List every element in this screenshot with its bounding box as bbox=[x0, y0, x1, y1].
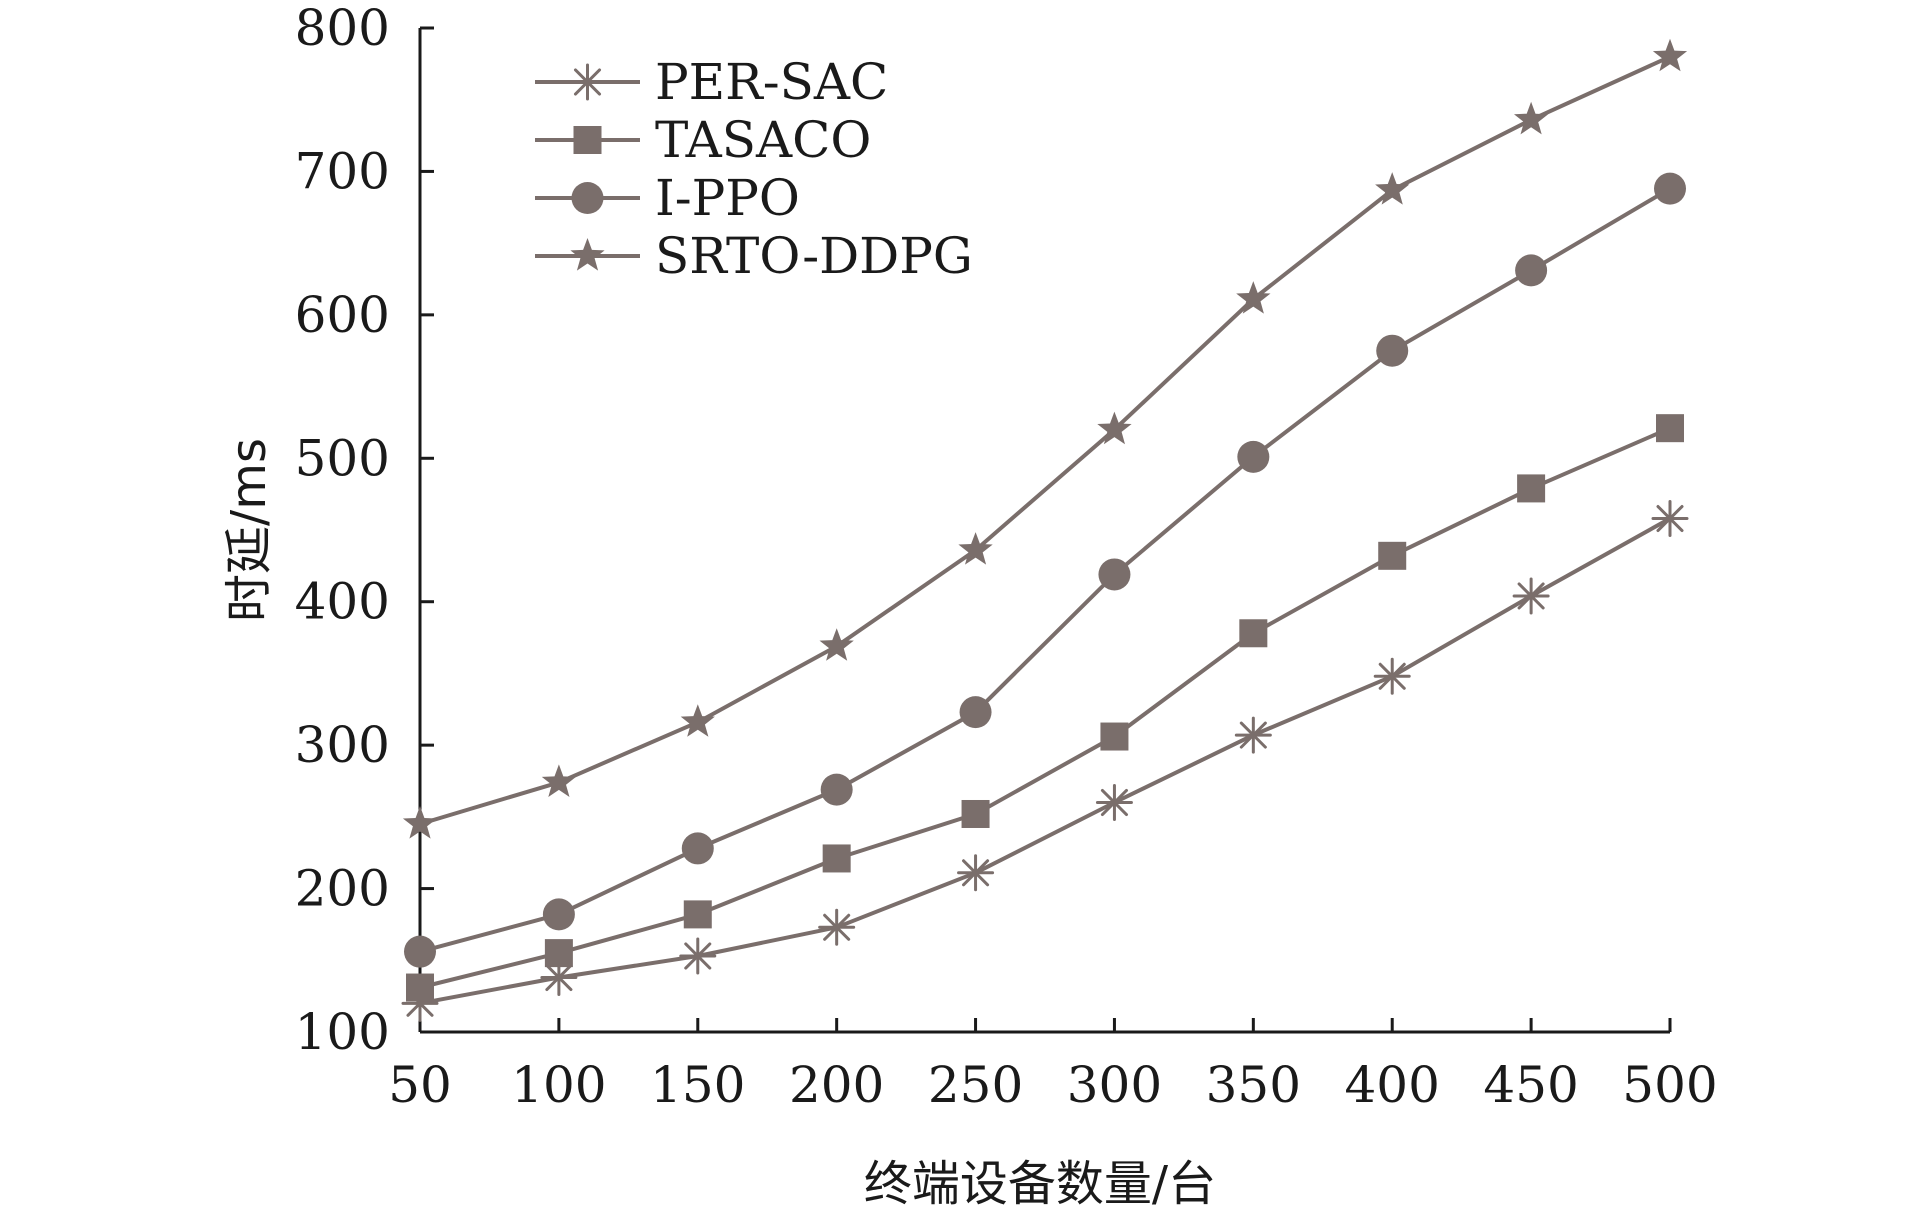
plot-area bbox=[401, 38, 1689, 1022]
x-tick-label: 400 bbox=[1345, 1056, 1440, 1114]
data-point bbox=[819, 628, 854, 661]
data-point bbox=[820, 773, 853, 806]
data-point bbox=[681, 832, 714, 865]
data-point bbox=[1378, 541, 1407, 570]
data-point bbox=[1656, 414, 1684, 443]
data-point bbox=[1654, 172, 1686, 205]
y-tick-label: 200 bbox=[295, 860, 390, 918]
data-point bbox=[961, 799, 990, 828]
series-line bbox=[419, 516, 1671, 1006]
legend-label: PER-SAC bbox=[655, 53, 888, 111]
series-circle bbox=[404, 172, 1686, 968]
data-point bbox=[406, 973, 434, 1002]
legend-entry: I-PPO bbox=[535, 169, 800, 227]
data-point bbox=[683, 900, 712, 929]
x-tick-label: 150 bbox=[650, 1056, 745, 1114]
data-point bbox=[1651, 500, 1689, 538]
x-tick-label: 500 bbox=[1622, 1056, 1717, 1114]
data-point bbox=[542, 898, 575, 931]
data-point bbox=[1237, 440, 1270, 473]
data-point bbox=[958, 532, 993, 565]
y-tick-label: 300 bbox=[295, 716, 390, 774]
x-tick-label: 50 bbox=[388, 1056, 452, 1114]
y-tick-label: 800 bbox=[295, 0, 390, 57]
data-point bbox=[1512, 577, 1550, 615]
data-point bbox=[404, 935, 436, 968]
legend-entry: SRTO-DDPG bbox=[535, 227, 973, 285]
data-point bbox=[541, 764, 576, 797]
y-tick-label: 400 bbox=[295, 573, 390, 631]
legend-entry: TASACO bbox=[535, 111, 871, 169]
data-point bbox=[1234, 716, 1272, 754]
data-point bbox=[1514, 101, 1549, 135]
data-point bbox=[1515, 254, 1548, 287]
legend-marker bbox=[569, 63, 606, 101]
series-line bbox=[419, 54, 1671, 826]
data-point bbox=[544, 939, 573, 968]
data-point bbox=[1373, 657, 1411, 695]
data-point bbox=[1098, 558, 1131, 591]
data-point bbox=[402, 806, 438, 839]
data-point bbox=[679, 937, 717, 975]
legend-marker bbox=[573, 126, 602, 154]
y-tick-label: 600 bbox=[295, 286, 390, 344]
data-point bbox=[1097, 411, 1132, 445]
y-tick-label: 700 bbox=[295, 142, 390, 200]
x-tick-label: 300 bbox=[1067, 1056, 1162, 1114]
x-tick-label: 200 bbox=[789, 1056, 884, 1114]
x-tick-label: 450 bbox=[1483, 1056, 1578, 1114]
data-point bbox=[1375, 172, 1410, 205]
data-point bbox=[1236, 281, 1271, 314]
data-point bbox=[957, 854, 995, 892]
data-point bbox=[1239, 619, 1268, 648]
data-point bbox=[1095, 784, 1133, 822]
legend-marker bbox=[571, 182, 604, 214]
x-tick-label: 250 bbox=[928, 1056, 1023, 1114]
x-tick-label: 350 bbox=[1206, 1056, 1301, 1114]
y-axis-title: 时延/ms bbox=[221, 438, 277, 622]
data-point bbox=[1100, 722, 1129, 751]
series-square bbox=[406, 414, 1684, 1002]
x-axis-title: 终端设备数量/台 bbox=[864, 1156, 1216, 1205]
data-point bbox=[959, 696, 992, 729]
series-asterisk bbox=[401, 500, 1689, 1022]
data-point bbox=[1652, 38, 1688, 72]
legend-marker bbox=[570, 238, 605, 271]
legend-label: SRTO-DDPG bbox=[655, 227, 973, 285]
legend-entry: PER-SAC bbox=[535, 53, 888, 111]
y-tick-label: 500 bbox=[295, 429, 390, 487]
legend-label: I-PPO bbox=[655, 169, 800, 227]
data-point bbox=[818, 908, 856, 946]
x-tick-label: 100 bbox=[511, 1056, 606, 1114]
series-line bbox=[419, 426, 1671, 990]
data-point bbox=[680, 704, 715, 737]
data-point bbox=[822, 844, 851, 873]
y-tick-label: 100 bbox=[295, 1003, 390, 1061]
data-point bbox=[1376, 334, 1409, 367]
series-line bbox=[419, 186, 1672, 954]
legend-label: TASACO bbox=[655, 111, 871, 169]
data-point bbox=[1517, 474, 1546, 503]
series-star bbox=[402, 38, 1688, 839]
